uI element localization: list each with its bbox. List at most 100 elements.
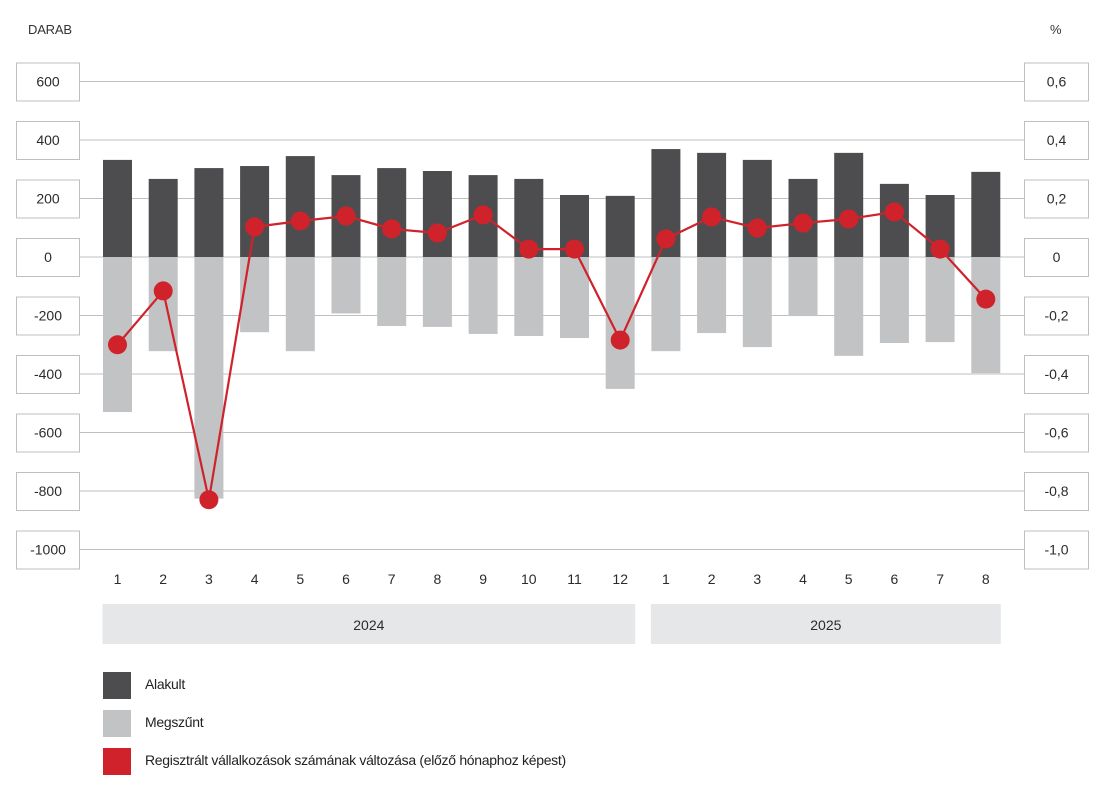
bar-alakult bbox=[377, 168, 407, 257]
legend-swatch-alakult bbox=[103, 672, 131, 699]
left-tick-label: -600 bbox=[34, 425, 62, 441]
right-tick-label: 0 bbox=[1053, 249, 1061, 265]
left-tick-box bbox=[16, 179, 80, 219]
bar-megszunt bbox=[742, 257, 772, 348]
left-tick-box bbox=[16, 413, 80, 453]
bar-alakult bbox=[194, 168, 224, 257]
left-tick-label: 0 bbox=[44, 249, 52, 265]
left-tick-label: 200 bbox=[36, 191, 60, 207]
right-tick-box bbox=[1024, 355, 1089, 394]
legend-swatch-change bbox=[103, 748, 131, 775]
right-axis-title: % bbox=[1050, 22, 1062, 37]
x-tick-label: 7 bbox=[388, 571, 396, 587]
x-tick-label: 11 bbox=[567, 571, 582, 587]
bar-megszunt bbox=[514, 257, 544, 336]
x-tick-label: 8 bbox=[434, 571, 442, 587]
right-tick-label: -0,4 bbox=[1044, 366, 1068, 382]
bar-alakult bbox=[285, 156, 315, 257]
bar-megszunt bbox=[971, 257, 1001, 374]
legend-item-megszunt: Megszűnt bbox=[103, 710, 803, 738]
chart-plot: 600 400 200 0 -200 -400 -600 -800 -1000 0,6 0,4 0,2… bbox=[16, 62, 1089, 644]
legend-swatch-megszunt bbox=[103, 710, 131, 737]
right-tick-label: 0,4 bbox=[1047, 132, 1067, 148]
bar-megszunt bbox=[879, 257, 909, 343]
bar-alakult bbox=[697, 152, 727, 257]
line-point bbox=[427, 223, 447, 243]
legend-label-alakult: Alakult bbox=[145, 676, 185, 692]
left-tick-box bbox=[16, 62, 80, 102]
x-tick-label: 2 bbox=[708, 571, 716, 587]
legend-item-change: Regisztrált vállalkozások számának válto… bbox=[103, 748, 803, 776]
x-tick-label: 6 bbox=[342, 571, 350, 587]
left-tick-label: 600 bbox=[36, 74, 60, 90]
right-tick-box bbox=[1024, 296, 1089, 336]
left-tick-box bbox=[16, 472, 80, 511]
left-tick-box bbox=[16, 296, 80, 336]
x-tick-label: 1 bbox=[114, 571, 122, 587]
line-point bbox=[382, 219, 402, 239]
x-tick-label: 1 bbox=[662, 571, 670, 587]
line-point bbox=[793, 213, 813, 233]
right-tick-label: -1,0 bbox=[1044, 542, 1068, 558]
left-tick-box bbox=[16, 530, 80, 570]
line-point bbox=[108, 335, 127, 355]
x-tick-label: 9 bbox=[479, 571, 487, 587]
bar-megszunt bbox=[925, 257, 955, 343]
year-label-2024: 2024 bbox=[353, 617, 384, 633]
line-point bbox=[153, 281, 173, 301]
x-tick-label: 12 bbox=[612, 571, 628, 587]
bar-megszunt bbox=[331, 257, 361, 314]
right-tick-label: -0,8 bbox=[1044, 483, 1068, 499]
line-point bbox=[656, 229, 676, 249]
bar-megszunt bbox=[240, 257, 270, 333]
legend-label-change: Regisztrált vállalkozások számának válto… bbox=[145, 752, 566, 768]
bar-alakult bbox=[148, 178, 178, 257]
right-tick-box bbox=[1024, 413, 1089, 453]
x-tick-label: 3 bbox=[205, 571, 213, 587]
line-point bbox=[565, 239, 584, 259]
line-point bbox=[702, 207, 722, 227]
left-tick-label: -400 bbox=[34, 366, 62, 382]
right-tick-box bbox=[1024, 238, 1089, 277]
line-point bbox=[290, 211, 310, 231]
x-tick-label: 8 bbox=[982, 571, 990, 587]
line-point bbox=[884, 202, 904, 222]
bar-megszunt bbox=[697, 257, 727, 334]
right-tick-box bbox=[1024, 62, 1089, 102]
bar-megszunt bbox=[788, 257, 818, 317]
bar-alakult bbox=[971, 171, 1001, 257]
left-axis-title: DARAB bbox=[28, 22, 72, 37]
left-tick-box bbox=[16, 238, 80, 277]
line-point bbox=[976, 289, 996, 309]
left-tick-label: -1000 bbox=[30, 542, 66, 558]
left-tick-box bbox=[16, 121, 80, 160]
left-tick-label: 400 bbox=[36, 132, 60, 148]
bar-megszunt bbox=[103, 257, 132, 413]
bar-alakult bbox=[240, 166, 270, 257]
right-tick-box bbox=[1024, 179, 1089, 219]
year-label-2025: 2025 bbox=[810, 617, 841, 633]
x-tick-label: 5 bbox=[296, 571, 304, 587]
year-band-2025 bbox=[650, 604, 1001, 644]
legend-item-alakult: Alakult bbox=[103, 672, 803, 700]
line-point bbox=[336, 206, 356, 226]
line-point bbox=[519, 239, 539, 259]
x-tick-label: 4 bbox=[799, 571, 807, 587]
bar-alakult bbox=[605, 195, 635, 257]
x-tick-label: 4 bbox=[251, 571, 259, 587]
bar-megszunt bbox=[377, 257, 407, 327]
line-point bbox=[473, 205, 493, 225]
bar-megszunt bbox=[834, 257, 864, 356]
line-point bbox=[610, 330, 630, 350]
line-point bbox=[839, 209, 859, 229]
bar-megszunt bbox=[194, 257, 224, 499]
right-tick-box bbox=[1024, 121, 1089, 160]
line-point bbox=[747, 218, 767, 238]
bar-megszunt bbox=[605, 257, 635, 389]
line-point bbox=[930, 239, 950, 259]
bar-megszunt bbox=[651, 257, 681, 352]
right-tick-label: -0,2 bbox=[1044, 308, 1068, 324]
x-tick-label: 3 bbox=[753, 571, 761, 587]
left-tick-label: -200 bbox=[34, 308, 62, 324]
right-tick-label: 0,2 bbox=[1047, 191, 1067, 207]
